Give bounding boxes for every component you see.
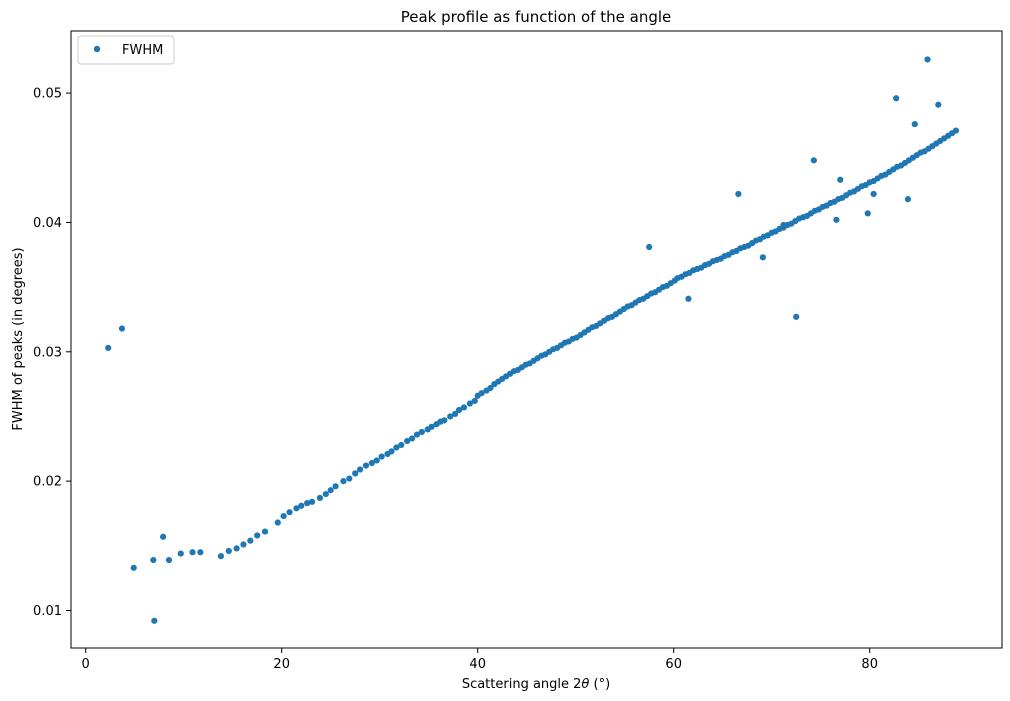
data-point xyxy=(118,325,126,332)
data-point xyxy=(130,564,137,571)
legend: FWHM xyxy=(77,35,175,65)
x-tick-label: 40 xyxy=(469,657,486,672)
data-point xyxy=(217,553,225,560)
y-tick-label: 0.03 xyxy=(33,345,62,360)
data-point xyxy=(780,221,787,229)
data-point xyxy=(177,550,184,557)
y-tick-label: 0.01 xyxy=(33,604,62,619)
data-point xyxy=(904,196,912,203)
data-point xyxy=(810,157,817,164)
legend-marker xyxy=(93,45,101,53)
data-point xyxy=(332,483,339,490)
data-point xyxy=(646,243,653,251)
data-point xyxy=(911,121,918,128)
data-point xyxy=(304,500,311,507)
legend-label-fwhm: FWHM xyxy=(122,43,163,58)
data-point xyxy=(418,428,425,436)
data-point xyxy=(404,437,411,445)
data-point xyxy=(308,498,316,505)
legend-box xyxy=(77,35,175,65)
data-point xyxy=(441,417,448,424)
data-point xyxy=(346,475,353,482)
data-point xyxy=(398,441,405,449)
data-point xyxy=(378,453,385,460)
data-point xyxy=(393,444,400,451)
data-point xyxy=(274,519,281,526)
data-point xyxy=(286,509,293,516)
data-point xyxy=(368,459,375,467)
y-axis-label: FWHM of peaks (in degrees) xyxy=(11,247,26,430)
data-point xyxy=(322,490,329,498)
x-tick-label: 0 xyxy=(82,657,90,672)
y-tick-label: 0.04 xyxy=(33,216,62,231)
data-point xyxy=(189,549,196,556)
x-axis-label: Scattering angle 2θ (°) xyxy=(462,677,610,692)
data-point xyxy=(362,462,370,469)
axes-frame xyxy=(70,30,1003,649)
data-point xyxy=(452,410,459,417)
plot-area xyxy=(105,56,960,624)
data-point xyxy=(340,478,347,485)
data-point xyxy=(924,56,931,63)
data-point xyxy=(165,556,173,564)
data-point xyxy=(254,532,261,539)
data-point xyxy=(466,400,473,407)
x-tick-label: 80 xyxy=(861,657,878,672)
data-point xyxy=(388,448,395,455)
data-point xyxy=(685,295,692,302)
data-point xyxy=(870,190,877,198)
data-point xyxy=(408,435,416,442)
data-point xyxy=(413,431,421,438)
data-point xyxy=(428,423,435,430)
x-tick-label: 20 xyxy=(273,657,290,672)
data-point xyxy=(935,101,942,108)
data-point xyxy=(105,344,112,352)
chart-title: Peak profile as function of the angle xyxy=(401,8,672,26)
data-point xyxy=(357,466,364,473)
y-tick-label: 0.02 xyxy=(33,475,62,490)
data-point xyxy=(298,502,305,509)
data-point xyxy=(455,406,463,414)
data-point xyxy=(247,537,254,544)
data-point xyxy=(225,547,232,555)
data-point xyxy=(240,541,247,548)
data-point xyxy=(280,512,287,520)
data-point xyxy=(373,457,380,464)
data-point xyxy=(837,176,844,183)
data-point xyxy=(893,95,900,102)
data-point xyxy=(952,127,960,134)
data-point xyxy=(833,216,840,223)
data-point xyxy=(478,390,485,397)
data-point xyxy=(150,556,157,564)
data-point xyxy=(864,210,871,217)
axis-ticks: 0 20 40 60 80 0.01 0.02 0.03 0.04 0.05 xyxy=(33,87,878,672)
data-point xyxy=(261,528,269,535)
data-point xyxy=(487,384,494,392)
data-point xyxy=(447,413,454,420)
data-point xyxy=(735,190,742,198)
data-point xyxy=(151,617,158,624)
data-point xyxy=(197,549,204,556)
data-point xyxy=(160,533,167,540)
data-point xyxy=(293,505,300,512)
data-point xyxy=(471,397,478,405)
data-point xyxy=(233,545,240,552)
data-point xyxy=(316,494,324,502)
data-point xyxy=(460,404,468,411)
data-point xyxy=(793,313,800,320)
y-tick-label: 0.05 xyxy=(33,87,62,102)
data-point xyxy=(327,487,334,494)
x-tick-label: 60 xyxy=(665,657,682,672)
data-point xyxy=(759,254,766,261)
data-point xyxy=(352,470,359,477)
